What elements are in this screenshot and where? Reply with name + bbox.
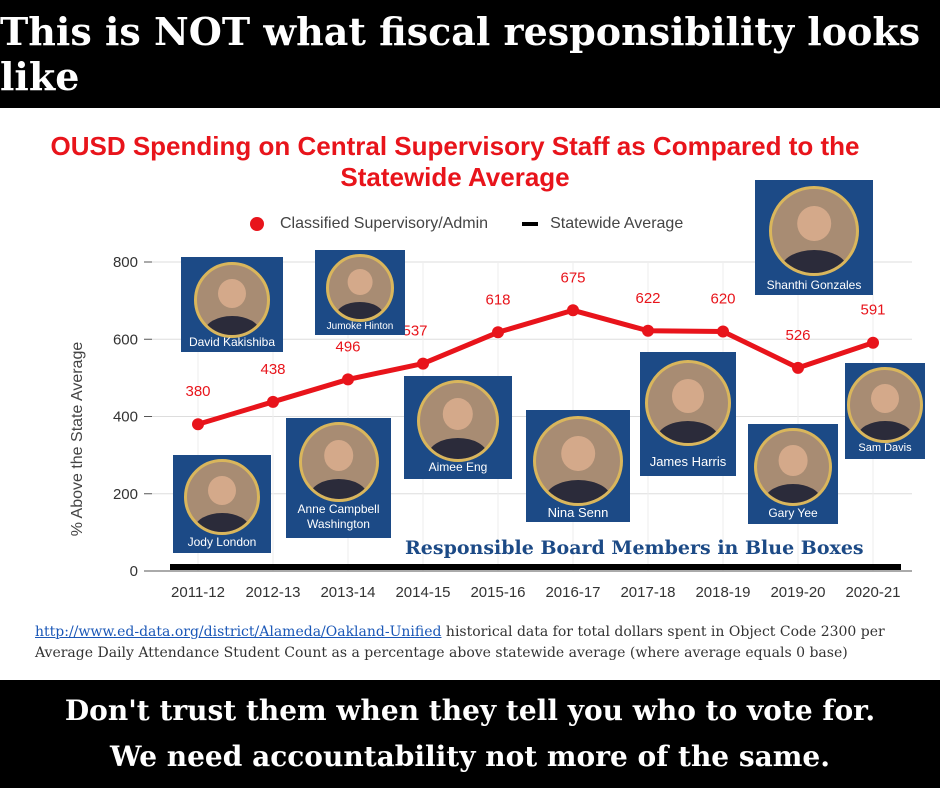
card-gary-yee: Gary Yee (748, 424, 838, 524)
y-tick-label: 800 (113, 254, 138, 271)
card-sam-davis: Sam Davis (845, 363, 925, 459)
source-link[interactable]: http://www.ed-data.org/district/Alameda/… (35, 624, 442, 640)
legend-marker-series (250, 217, 264, 231)
chart-title: OUSD Spending on Central Supervisory Sta… (50, 131, 860, 192)
data-label: 537 (402, 323, 427, 340)
card-jody-london: Jody London (173, 455, 271, 553)
avatar (194, 262, 270, 338)
data-label: 526 (785, 327, 810, 344)
avatar (769, 186, 859, 276)
data-point (867, 336, 879, 349)
card-aimee-eng: Aimee Eng (404, 376, 512, 479)
legend-label-average: Statewide Average (550, 215, 684, 232)
data-point (717, 325, 729, 338)
avatar (533, 416, 623, 506)
member-name: Shanthi Gonzales (766, 278, 862, 292)
y-tick-label: 600 (113, 331, 138, 348)
data-label: 591 (860, 302, 885, 319)
x-tick-label: 2014-15 (395, 584, 450, 601)
x-tick-label: 2018-19 (695, 584, 750, 601)
avatar (298, 422, 379, 502)
top-banner: This is NOT what fiscal responsibility l… (0, 0, 940, 108)
data-label: 380 (185, 383, 210, 400)
data-point (567, 304, 579, 317)
member-name: Nina Senn (547, 505, 609, 520)
source-text: historical data for total dollars spent … (35, 624, 885, 661)
x-tick-label: 2016-17 (545, 584, 600, 601)
y-tick-label: 200 (113, 486, 138, 503)
x-tick-label: 2011-12 (171, 584, 225, 601)
card-anne-campbell-washington: Anne Campbell Washington (286, 418, 391, 538)
x-tick-label: 2017-18 (620, 584, 675, 601)
y-axis-label: % Above the State Average (69, 341, 86, 537)
y-tick-label: 400 (113, 409, 138, 426)
member-name: Jody London (187, 535, 257, 549)
member-name: Aimee Eng (428, 460, 488, 474)
x-tick-label: 2019-20 (770, 584, 825, 601)
bottom-line-1: Don't trust them when they tell you who … (64, 694, 876, 727)
avatar (754, 428, 832, 506)
member-name: Gary Yee (768, 506, 818, 520)
x-tick-label: 2015-16 (470, 584, 525, 601)
x-tick-label: 2013-14 (320, 584, 375, 601)
x-tick-label: 2020-21 (845, 584, 900, 601)
member-name: Jumoke Hinton (326, 321, 394, 332)
card-jumoke-hinton: Jumoke Hinton (315, 250, 405, 335)
card-david-kakishiba: David Kakishiba (181, 257, 283, 352)
member-name: James Harris (649, 454, 727, 469)
member-name: David Kakishiba (188, 335, 276, 349)
data-point (417, 357, 429, 370)
chart-legend: Classified Supervisory/Admin Statewide A… (250, 212, 683, 236)
bottom-line-2: We need accountability not more of the s… (110, 740, 830, 773)
card-shanthi-gonzales: Shanthi Gonzales (755, 180, 873, 295)
data-label: 496 (335, 338, 360, 355)
legend-label-series: Classified Supervisory/Admin (280, 215, 489, 232)
avatar (326, 254, 394, 322)
bottom-banner: Don't trust them when they tell you who … (0, 680, 940, 788)
avatar (184, 459, 260, 535)
data-label: 438 (260, 361, 285, 378)
member-name: Anne Campbell Washington (297, 502, 380, 531)
avatar (847, 367, 923, 443)
x-tick-label: 2012-13 (245, 584, 300, 601)
source-note: http://www.ed-data.org/district/Alameda/… (35, 622, 925, 664)
y-tick-label: 0 (130, 563, 138, 580)
avatar (417, 380, 499, 462)
data-point (792, 361, 804, 374)
data-label: 622 (635, 290, 660, 307)
card-nina-senn: Nina Senn (526, 410, 630, 522)
headline: This is NOT what fiscal responsibility l… (0, 9, 921, 99)
data-label: 618 (485, 291, 510, 308)
card-james-harris: James Harris (640, 352, 736, 476)
data-point (342, 373, 354, 386)
data-point (642, 324, 654, 337)
member-name: Sam Davis (858, 442, 912, 454)
legend-marker-average (522, 222, 539, 226)
data-label: 675 (560, 269, 585, 286)
data-label: 620 (710, 291, 735, 308)
data-point (492, 326, 504, 339)
responsible-label: Responsible Board Members in Blue Boxes (405, 537, 864, 559)
data-point (267, 395, 279, 408)
data-point (192, 418, 204, 431)
avatar (645, 360, 731, 446)
series-line-classified-supervisory (197, 307, 874, 427)
